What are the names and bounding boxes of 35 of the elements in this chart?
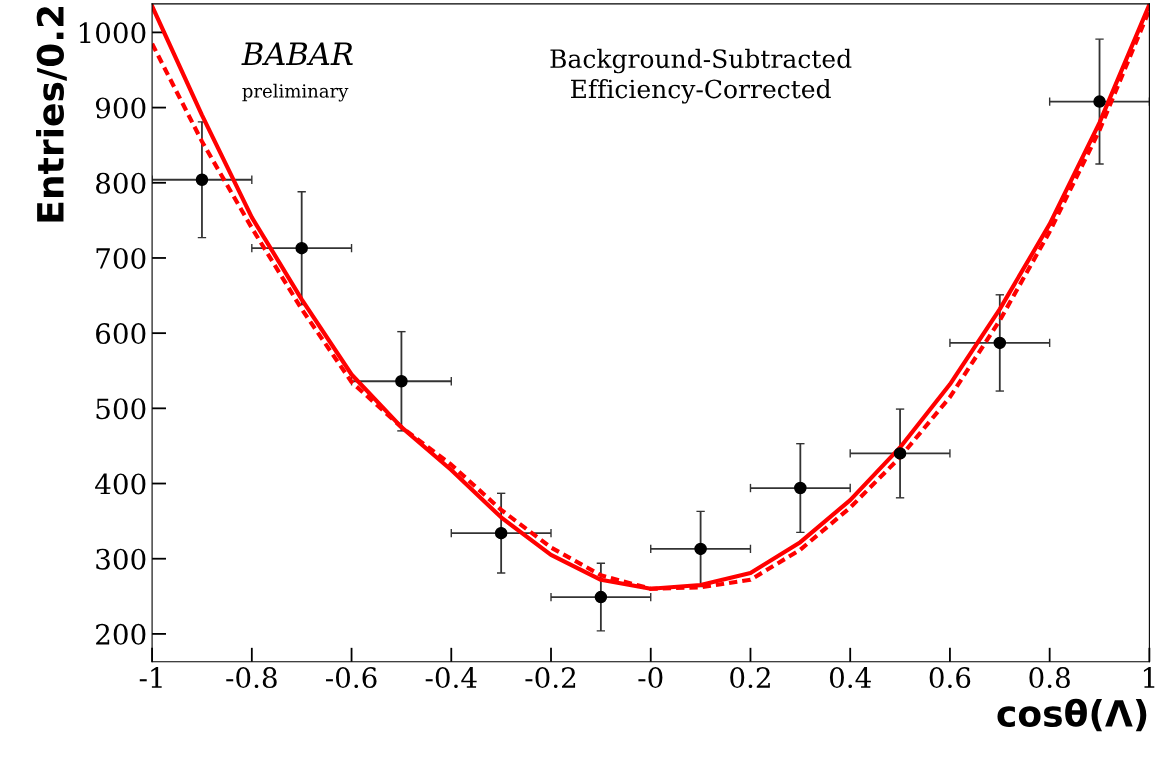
x-tick-label: 0.8 [1029, 667, 1070, 689]
x-tick-label: -0.6 [325, 667, 377, 689]
y-tick-label: 200 [96, 623, 146, 645]
point [594, 590, 608, 604]
annotation: BABAR [241, 42, 353, 65]
y-axis-title: Entries/0.2 [36, 6, 67, 222]
y-tick-label: 600 [96, 323, 146, 345]
y-tick-label: 400 [95, 473, 146, 495]
annotation: Background-Subtracted Efficiency-Corrected [550, 48, 852, 104]
point [893, 447, 907, 460]
annotation: preliminary [242, 83, 349, 102]
x-axis-title: cosθ(Λ) [997, 698, 1147, 732]
point [295, 241, 308, 255]
y-tick-label: 300 [96, 548, 146, 570]
y-tick-label: 700 [96, 247, 146, 269]
x-tick-label: -0.4 [425, 667, 477, 689]
y-tick-label: 500 [96, 398, 146, 420]
y-tick-label: 800 [96, 172, 146, 194]
x-tick-label: 0.2 [730, 667, 770, 689]
point [1093, 95, 1106, 108]
x-tick-label: 0.4 [829, 667, 871, 689]
y-tick-label: 900 [95, 97, 146, 119]
point [694, 542, 707, 556]
point [494, 526, 508, 540]
x-tick-label: 0.6 [929, 667, 971, 689]
x-tick-label: -1 [139, 667, 162, 688]
point [993, 336, 1007, 350]
y-tick-label: 1000 [79, 22, 146, 44]
x-tick-label: -0.8 [226, 667, 277, 689]
x-tick-label: 1 [1143, 667, 1155, 688]
point [195, 173, 209, 187]
point [794, 481, 807, 495]
x-tick-label: -0.2 [525, 667, 576, 689]
point [395, 375, 408, 388]
x-tick-label: -0 [638, 667, 663, 689]
